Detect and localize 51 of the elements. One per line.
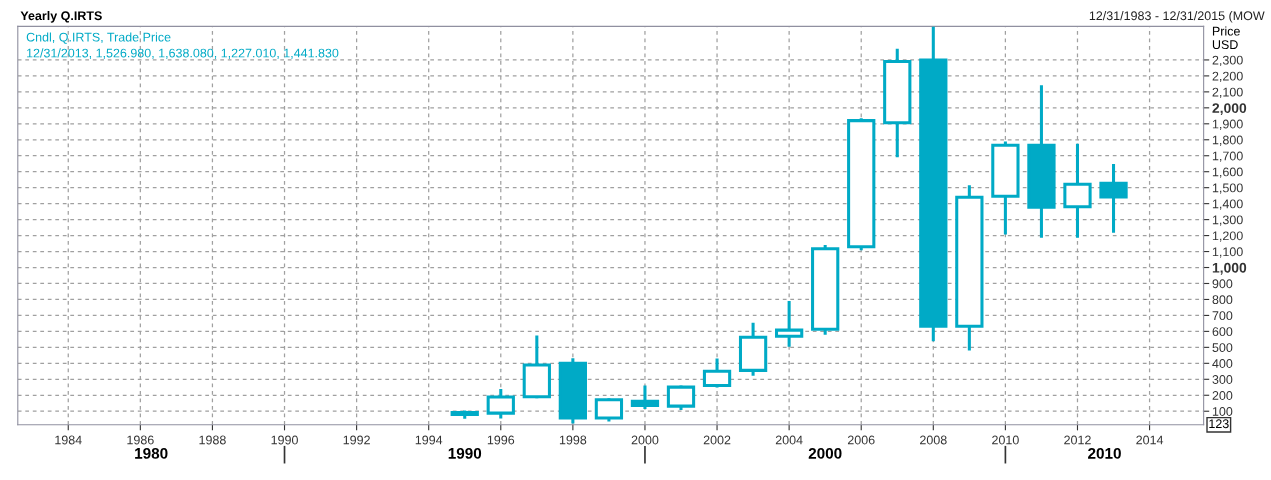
x-tick-label: 1996 bbox=[487, 435, 515, 445]
y-tick-label: 1,800 bbox=[1212, 135, 1243, 146]
x-tick-label: 2010 bbox=[992, 435, 1019, 445]
y-tick-label: 2,000 bbox=[1212, 103, 1247, 116]
y-tick-label: 600 bbox=[1212, 327, 1233, 337]
x-tick-label: 1986 bbox=[127, 435, 154, 445]
y-tick-label: 900 bbox=[1212, 279, 1233, 289]
y-tick-label: 1,400 bbox=[1212, 199, 1243, 210]
x-tick-label: 2002 bbox=[703, 435, 731, 445]
y-axis-title: Price USD bbox=[1212, 26, 1240, 50]
text: 2000 bbox=[808, 447, 842, 459]
annotation: Cndl, Q.IRTS, Trade Price bbox=[26, 32, 171, 44]
y-tick-label: 1,900 bbox=[1212, 119, 1243, 130]
text: 1980 bbox=[135, 447, 168, 459]
chart-title: Yearly Q.IRTS bbox=[20, 10, 102, 23]
x-tick-label: 1990 bbox=[271, 435, 298, 445]
x-tick-label: 1988 bbox=[199, 435, 226, 445]
y-tick-label: 1,700 bbox=[1212, 151, 1243, 162]
y-tick-label: 2,300 bbox=[1212, 55, 1243, 67]
x-tick-label: 2008 bbox=[920, 435, 947, 445]
text: 123 bbox=[1209, 419, 1229, 429]
y-tick-label: 200 bbox=[1212, 391, 1233, 400]
annotation: 12/31/2013, 1,526.980, 1,638.080, 1,227.010, 1,441.830 bbox=[27, 48, 339, 59]
text: 2010 bbox=[1088, 447, 1121, 459]
y-tick-label: 2,100 bbox=[1212, 87, 1243, 98]
x-tick-label: 2000 bbox=[631, 435, 659, 445]
x-tick-label: 1984 bbox=[55, 435, 82, 445]
y-tick-label: 2,200 bbox=[1212, 71, 1243, 83]
x-tick-label: 2012 bbox=[1064, 435, 1091, 445]
y-tick-label: 1,100 bbox=[1212, 247, 1243, 258]
candlestick bbox=[630, 385, 660, 409]
candlestick bbox=[774, 301, 804, 347]
x-tick-label: 1992 bbox=[343, 435, 370, 445]
x-tick-label: 2014 bbox=[1136, 435, 1164, 445]
text: 1990 bbox=[448, 447, 482, 459]
x-tick-label: 2006 bbox=[847, 435, 875, 445]
x-tick-label: 2004 bbox=[775, 435, 803, 445]
y-tick-label: 800 bbox=[1212, 295, 1233, 305]
y-tick-label: 1,000 bbox=[1212, 262, 1247, 275]
y-tick-label: 100 bbox=[1212, 407, 1233, 416]
y-tick-label: 700 bbox=[1212, 311, 1233, 321]
y-tick-label: 300 bbox=[1212, 375, 1233, 384]
x-tick-label: 1998 bbox=[559, 435, 587, 445]
y-tick-label: 1,200 bbox=[1212, 231, 1243, 242]
y-tick-label: 1,300 bbox=[1212, 215, 1243, 226]
chart-subtitle: 12/31/1983 - 12/31/2015 (MOW bbox=[1089, 10, 1265, 23]
y-tick-label: 1,600 bbox=[1212, 167, 1243, 178]
y-tick-label: 500 bbox=[1212, 343, 1233, 353]
y-tick-label: 1,500 bbox=[1212, 183, 1243, 194]
x-tick-label: 1994 bbox=[415, 435, 443, 445]
y-tick-label: 400 bbox=[1212, 359, 1233, 368]
